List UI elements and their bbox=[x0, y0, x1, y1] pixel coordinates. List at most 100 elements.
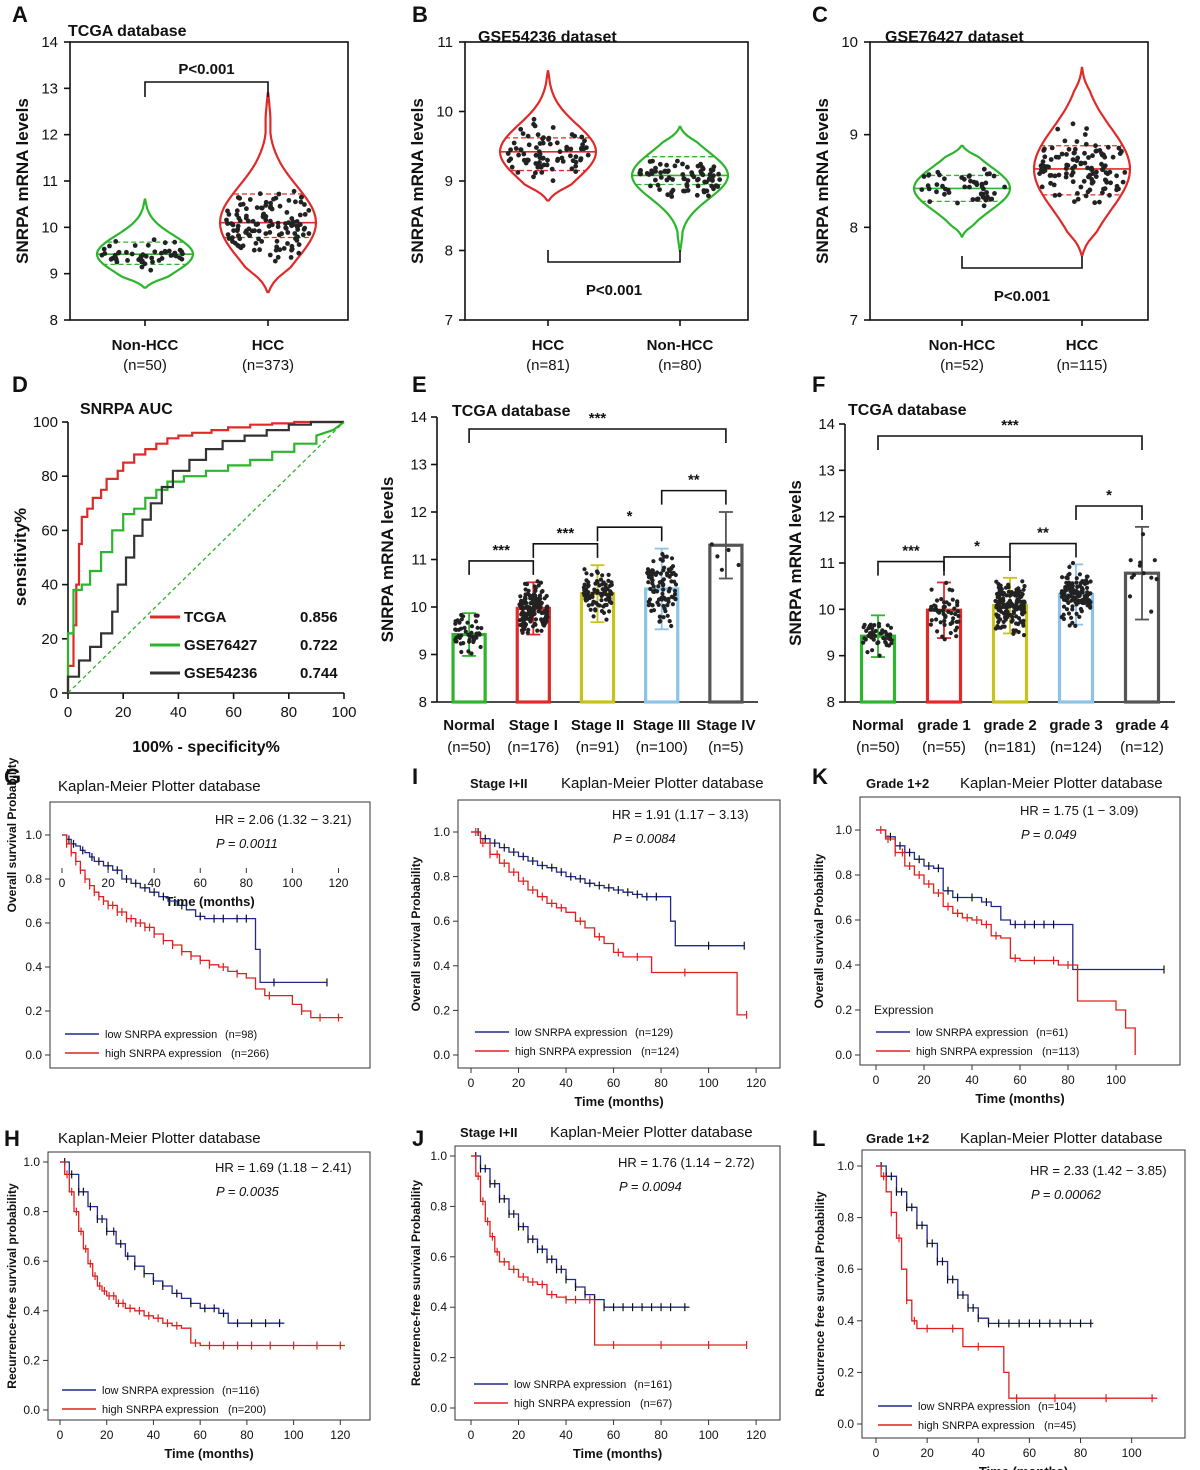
data-point bbox=[863, 637, 868, 642]
legend-label: low SNRPA expression bbox=[918, 1401, 1030, 1413]
y-axis-label: Recurrence free survival Probability bbox=[813, 1191, 827, 1397]
y-tick-label: 0.0 bbox=[433, 1048, 450, 1062]
y-tick-label: 0.8 bbox=[837, 1211, 854, 1225]
data-point bbox=[1116, 186, 1121, 192]
data-point bbox=[453, 619, 458, 624]
x-tick-label: 100 bbox=[331, 704, 356, 721]
data-point bbox=[684, 182, 690, 187]
data-point bbox=[163, 249, 169, 255]
x-tick-label: 60 bbox=[607, 1076, 621, 1090]
y-tick-label: 1.0 bbox=[23, 1155, 40, 1169]
data-point bbox=[275, 254, 281, 260]
x-category-label: Non-HCC bbox=[112, 337, 179, 354]
x-category-label: HCC bbox=[1066, 337, 1099, 354]
x-tick-label: 100 bbox=[699, 1428, 719, 1442]
data-point bbox=[1000, 590, 1005, 595]
data-point bbox=[662, 606, 667, 611]
panel-title: Kaplan-Meier Plotter database bbox=[561, 775, 764, 792]
data-point bbox=[535, 628, 540, 633]
y-tick-label: 0.0 bbox=[23, 1403, 40, 1417]
data-point bbox=[554, 140, 560, 146]
data-point bbox=[1057, 192, 1062, 198]
data-point bbox=[523, 587, 528, 592]
data-point bbox=[1003, 605, 1008, 610]
data-point bbox=[666, 567, 671, 572]
data-point bbox=[868, 622, 873, 627]
data-point bbox=[600, 573, 605, 578]
data-point bbox=[1039, 184, 1045, 190]
data-point bbox=[475, 613, 480, 618]
data-point bbox=[657, 187, 662, 193]
data-point bbox=[883, 640, 888, 645]
data-point bbox=[254, 205, 260, 211]
data-point bbox=[942, 637, 947, 642]
x-category-n: (n=12) bbox=[1120, 739, 1164, 756]
data-point bbox=[644, 171, 650, 176]
data-point bbox=[281, 246, 287, 251]
data-point bbox=[274, 238, 280, 244]
y-tick-label: 60 bbox=[41, 522, 58, 539]
data-point bbox=[651, 559, 656, 564]
y-tick-label: 0.0 bbox=[430, 1401, 447, 1415]
data-point bbox=[657, 614, 663, 619]
data-point bbox=[937, 609, 942, 614]
x-tick-label: 40 bbox=[147, 1428, 161, 1442]
data-point bbox=[1107, 169, 1113, 175]
y-axis-label: sensitivity% bbox=[11, 508, 30, 606]
x-tick-label: 60 bbox=[194, 876, 208, 890]
data-point bbox=[1069, 598, 1074, 603]
data-point bbox=[467, 637, 472, 643]
data-point bbox=[1061, 612, 1066, 617]
data-point bbox=[1154, 577, 1159, 582]
x-tick-label: 40 bbox=[559, 1428, 573, 1442]
data-point bbox=[1013, 628, 1019, 633]
data-point bbox=[709, 542, 714, 547]
data-point bbox=[505, 151, 511, 156]
data-point bbox=[885, 633, 891, 638]
data-point bbox=[715, 554, 720, 559]
data-point bbox=[984, 171, 990, 177]
data-point bbox=[1008, 603, 1013, 608]
data-point bbox=[116, 250, 121, 256]
data-point bbox=[1074, 611, 1079, 617]
data-point bbox=[263, 214, 269, 219]
data-point bbox=[988, 196, 993, 202]
data-point bbox=[272, 258, 278, 264]
data-point bbox=[225, 232, 231, 238]
data-point bbox=[933, 604, 938, 609]
significance-bracket bbox=[532, 543, 599, 558]
data-point bbox=[937, 172, 942, 178]
y-axis-label: Overall survival Probability bbox=[409, 856, 423, 1011]
legend-n: (n=61) bbox=[1036, 1027, 1068, 1039]
data-point bbox=[1089, 180, 1095, 186]
data-point bbox=[535, 132, 541, 138]
data-point bbox=[273, 247, 279, 253]
data-point bbox=[275, 220, 281, 226]
data-point bbox=[581, 146, 587, 152]
data-point bbox=[306, 208, 312, 213]
panel-subtitle: Grade 1+2 bbox=[866, 1131, 929, 1146]
data-point bbox=[508, 147, 513, 153]
y-tick-label: 0.2 bbox=[837, 1365, 854, 1379]
data-point bbox=[1064, 580, 1069, 585]
data-point bbox=[670, 187, 676, 193]
legend-auc: 0.856 bbox=[300, 609, 338, 626]
data-point bbox=[658, 175, 664, 180]
data-point bbox=[526, 608, 532, 613]
data-point bbox=[584, 571, 589, 576]
data-point bbox=[1063, 586, 1068, 591]
data-point bbox=[670, 602, 676, 607]
significance-label: ** bbox=[688, 472, 700, 489]
data-point bbox=[1099, 161, 1104, 167]
data-point bbox=[585, 584, 591, 589]
data-point bbox=[872, 623, 877, 628]
data-point bbox=[300, 232, 306, 238]
y-tick-label: 0.2 bbox=[25, 1004, 42, 1018]
data-point bbox=[1082, 132, 1088, 137]
data-point bbox=[518, 147, 524, 153]
survival-curve-0 bbox=[60, 1161, 285, 1324]
data-point bbox=[522, 581, 528, 586]
legend-n: (n=200) bbox=[228, 1404, 266, 1416]
survival-curve-0 bbox=[876, 829, 1164, 971]
data-point bbox=[926, 186, 932, 192]
